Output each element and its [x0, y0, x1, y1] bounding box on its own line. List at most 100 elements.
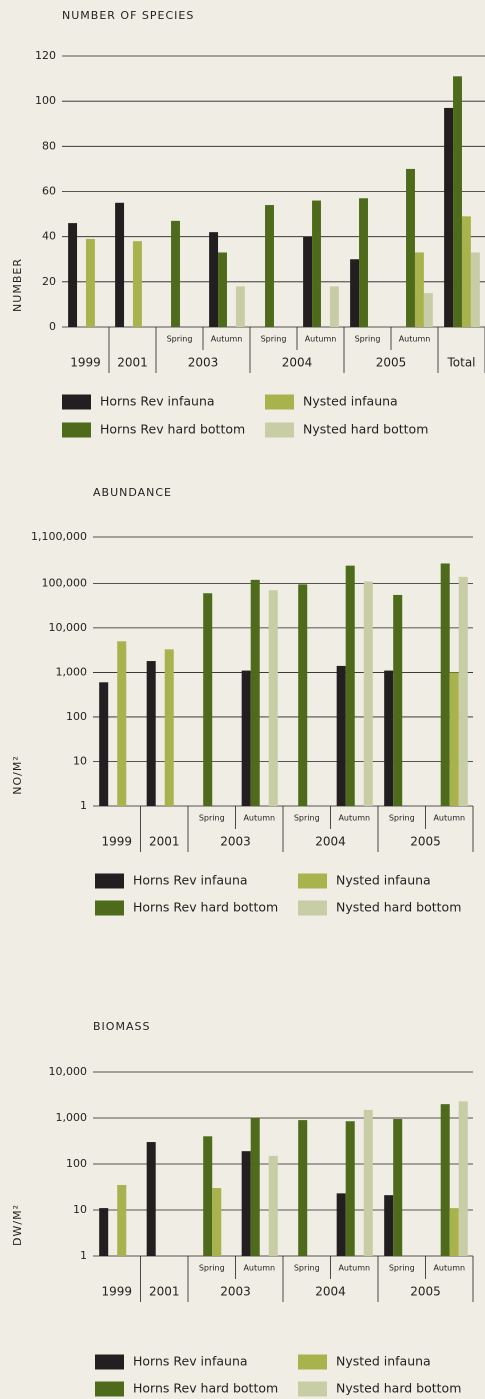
y-axis-label: NUMBER [11, 258, 24, 312]
bar [461, 216, 471, 327]
y-tick-label: 1,100,000 [31, 530, 87, 543]
y-tick-label: 100 [66, 710, 87, 723]
x-group-label: 2005 [410, 835, 441, 849]
bar [449, 1208, 459, 1256]
bar [329, 286, 339, 327]
legend-swatch [265, 422, 294, 438]
x-sub-label: Autumn [243, 1264, 275, 1273]
bar [298, 584, 308, 806]
legend-swatch [95, 873, 124, 889]
legend-swatch [95, 1354, 124, 1370]
x-sub-label: Spring [199, 814, 225, 823]
x-sub-label: Autumn [305, 335, 337, 344]
bar [85, 238, 95, 327]
x-sub-label: Spring [294, 1264, 320, 1273]
x-sub-label: Spring [294, 814, 320, 823]
bar [268, 590, 278, 806]
bar [117, 641, 127, 806]
legend-swatch [62, 394, 91, 410]
x-sub-label: Spring [389, 814, 415, 823]
legend-label: Horns Rev hard bottom [100, 422, 245, 437]
x-group-label: 2005 [376, 356, 407, 370]
legend-label: Horns Rev hard bottom [133, 1381, 278, 1396]
bar [444, 107, 454, 327]
y-axis-label: DW/M² [11, 1204, 24, 1246]
x-group-label: 2001 [149, 835, 180, 849]
bar [203, 1136, 213, 1256]
bar [209, 232, 219, 327]
bar [312, 200, 321, 327]
legend-label: Horns Rev hard bottom [133, 900, 278, 915]
x-sub-label: Spring [355, 335, 381, 344]
x-group-label: 2004 [315, 835, 346, 849]
bar [146, 661, 156, 806]
bar [250, 1118, 260, 1256]
legend-label: Horns Rev infauna [100, 394, 215, 409]
y-tick-label: 20 [42, 275, 56, 288]
x-group-label: 1999 [70, 356, 101, 370]
y-tick-label: 0 [49, 320, 56, 333]
y-tick-label: 1,000 [56, 665, 88, 678]
bar [406, 168, 415, 327]
bar [363, 1109, 373, 1256]
x-group-label: 2004 [315, 1285, 346, 1299]
bar [363, 581, 373, 806]
bar [265, 205, 274, 327]
x-group-label: 2003 [220, 835, 251, 849]
legend-label: Horns Rev infauna [133, 873, 248, 888]
legend-swatch [298, 1381, 327, 1397]
x-sub-label: Spring [389, 1264, 415, 1273]
y-tick-label: 10 [73, 754, 87, 767]
bar [449, 672, 459, 806]
bar [345, 1121, 355, 1256]
x-group-label: 2004 [282, 356, 313, 370]
x-group-label: 1999 [101, 835, 132, 849]
legend-swatch [298, 873, 327, 889]
y-tick-label: 10 [73, 1203, 87, 1216]
bar [235, 286, 245, 327]
x-sub-label: Spring [167, 335, 193, 344]
x-group-label: 1999 [101, 1285, 132, 1299]
bar [345, 565, 355, 806]
x-group-label: 2003 [188, 356, 219, 370]
y-tick-label: 100 [66, 1157, 87, 1170]
y-tick-label: 1 [80, 799, 87, 812]
bar [99, 1208, 109, 1256]
bar [115, 202, 125, 327]
legend-swatch [95, 900, 124, 916]
bar [68, 223, 78, 327]
bar [99, 682, 109, 806]
legend-label: Nysted hard bottom [336, 900, 461, 915]
legend-label: Nysted infauna [303, 394, 398, 409]
chart-title: BIOMASS [93, 1020, 150, 1033]
bar [384, 1195, 394, 1256]
bar [453, 76, 462, 327]
y-tick-label: 100,000 [42, 576, 88, 589]
x-group-label: 2005 [410, 1285, 441, 1299]
y-tick-label: 100 [35, 94, 56, 107]
x-sub-label: Autumn [243, 814, 275, 823]
legend-swatch [95, 1381, 124, 1397]
x-sub-label: Autumn [338, 814, 370, 823]
bar [303, 236, 313, 327]
chart-title: NUMBER OF SPECIES [62, 9, 194, 22]
legend-label: Nysted infauna [336, 1354, 431, 1369]
legend-label: Horns Rev infauna [133, 1354, 248, 1369]
bar [164, 649, 174, 806]
x-sub-label: Spring [261, 335, 287, 344]
x-sub-label: Autumn [211, 335, 243, 344]
bar [146, 1142, 156, 1256]
bar [218, 252, 227, 327]
bar [250, 579, 260, 806]
bar [117, 1184, 127, 1256]
y-tick-label: 40 [42, 230, 56, 243]
bar [132, 241, 142, 327]
chart-title: ABUNDANCE [93, 486, 172, 499]
legend-label: Nysted hard bottom [336, 1381, 461, 1396]
x-group-label: Total [446, 356, 475, 370]
y-tick-label: 1,000 [56, 1111, 88, 1124]
legend-label: Nysted infauna [336, 873, 431, 888]
legend-swatch [62, 422, 91, 438]
bar [384, 670, 394, 806]
